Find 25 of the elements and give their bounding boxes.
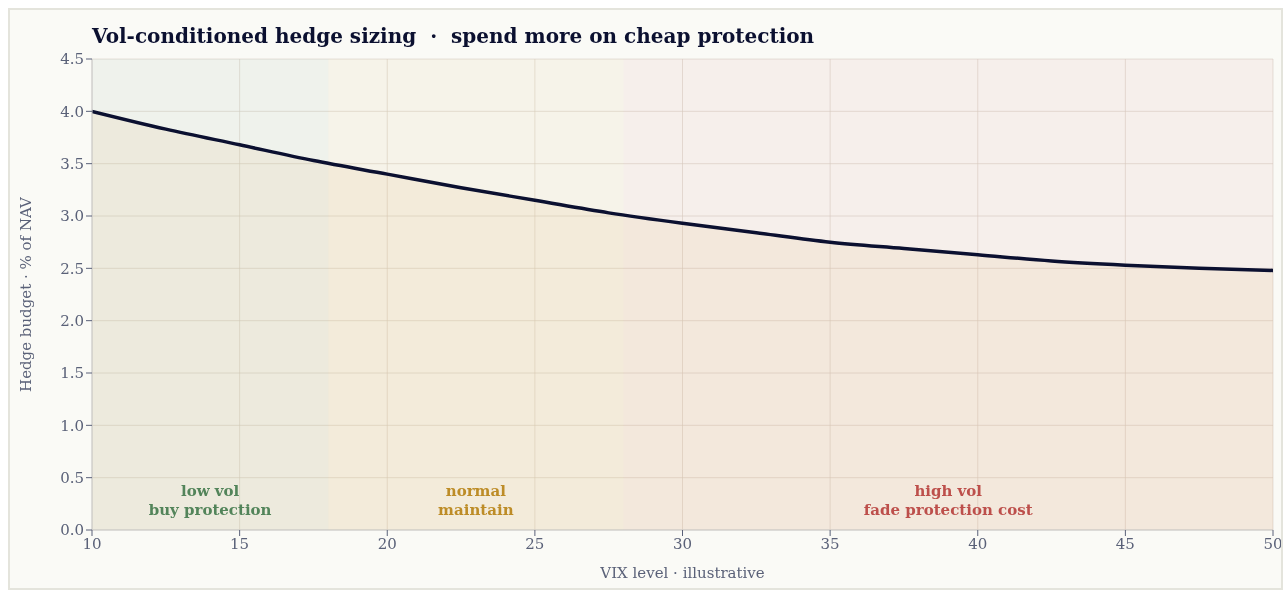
y-tick-label: 1.0 bbox=[60, 416, 84, 435]
x-tick-label: 40 bbox=[968, 534, 988, 553]
x-tick-label: 30 bbox=[672, 534, 693, 553]
band-label: high vol fade protection cost bbox=[863, 482, 1033, 519]
y-tick-label: 2.0 bbox=[60, 311, 84, 330]
y-tick-label: 4.0 bbox=[60, 102, 84, 121]
band-label: normal maintain bbox=[438, 482, 514, 519]
x-tick-label: 10 bbox=[82, 534, 102, 553]
x-tick-label: 20 bbox=[377, 534, 397, 553]
x-tick-label: 25 bbox=[525, 534, 545, 553]
x-tick-label: 15 bbox=[230, 534, 250, 553]
x-tick-label: 45 bbox=[1115, 534, 1135, 553]
chart-title: Vol-conditioned hedge sizing · spend more on cheap protection bbox=[92, 24, 815, 48]
y-tick-label: 4.5 bbox=[60, 50, 84, 69]
x-tick-label: 35 bbox=[820, 534, 840, 553]
y-tick-label: 0.5 bbox=[60, 468, 84, 487]
y-tick-label: 2.5 bbox=[60, 259, 84, 278]
y-tick-label: 0.0 bbox=[60, 521, 84, 540]
y-tick-label: 3.0 bbox=[60, 207, 84, 226]
x-axis-title: VIX level · illustrative bbox=[599, 564, 765, 582]
y-tick-label: 1.5 bbox=[60, 364, 84, 383]
y-tick-label: 3.5 bbox=[60, 154, 84, 173]
band-label: low vol buy protection bbox=[148, 482, 272, 519]
y-axis-title: Hedge budget · % of NAV bbox=[17, 195, 36, 392]
x-tick-label: 50 bbox=[1263, 534, 1283, 553]
